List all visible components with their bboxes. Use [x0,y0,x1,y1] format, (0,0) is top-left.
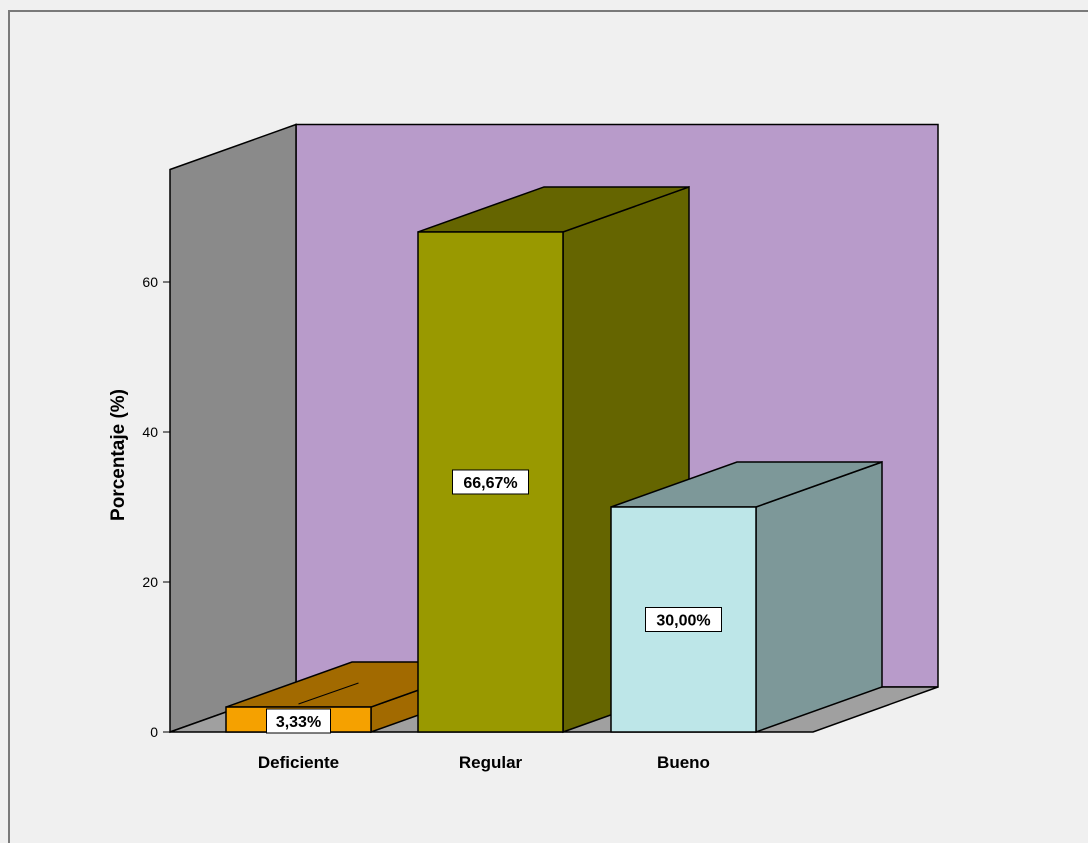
data-label-text: 66,67% [463,475,517,492]
data-label-box [645,607,722,632]
data-label: 30,00% [645,607,722,632]
data-label-box [452,469,529,495]
y-tick-label: 0 [150,724,158,740]
data-label-box [266,708,331,734]
bar-side [755,460,883,734]
data-label: 3,33% [266,708,331,734]
y-axis: 0 20 40 60 [142,169,171,740]
data-label: 66,67% [452,469,529,495]
category-label: Bueno [657,753,710,772]
y-axis-title: Porcentaje (%) [108,389,129,521]
data-label-text: 30,00% [656,613,710,630]
side-wall [169,123,297,734]
data-label-text: 3,33% [276,714,321,731]
bar-deficiente: 3,33% [225,660,498,734]
bar-bueno: 30,00% [610,460,883,734]
y-tick-label: 60 [142,274,158,290]
category-label: Deficiente [258,753,339,772]
bars: 3,33% 66,67% 30,00% [225,185,883,734]
x-axis-labels: Deficiente Regular Bueno [258,753,710,772]
category-label: Regular [459,753,523,772]
y-tick-label: 40 [142,424,158,440]
y-tick-label: 20 [142,574,158,590]
data-label-leader [298,682,359,705]
